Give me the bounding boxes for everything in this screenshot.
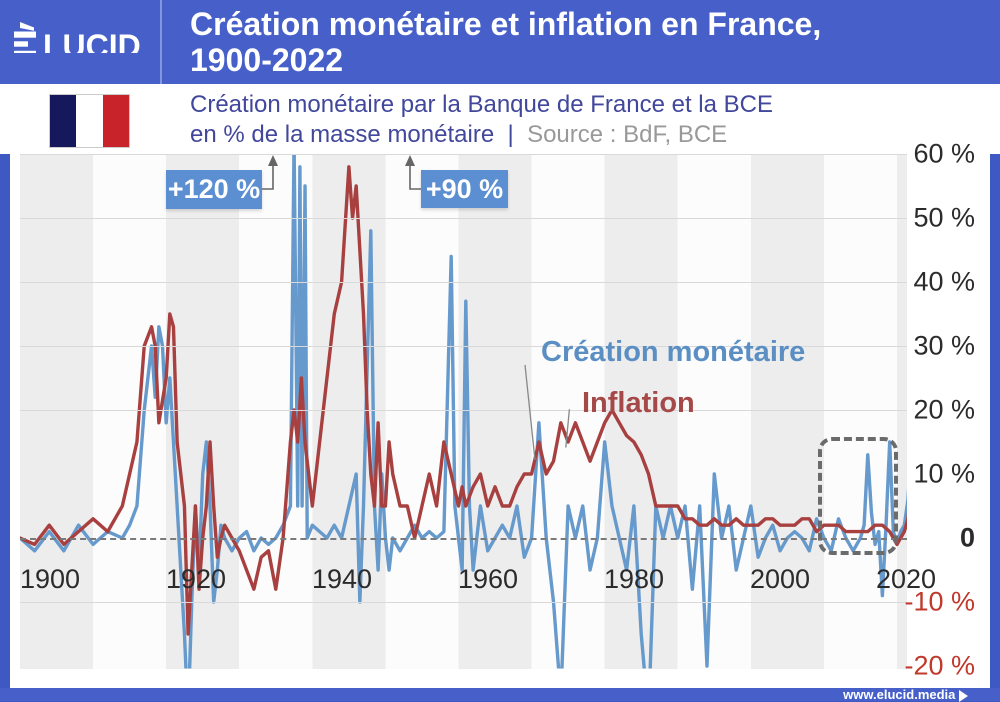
svg-text:LUCID: LUCID [43,28,141,53]
